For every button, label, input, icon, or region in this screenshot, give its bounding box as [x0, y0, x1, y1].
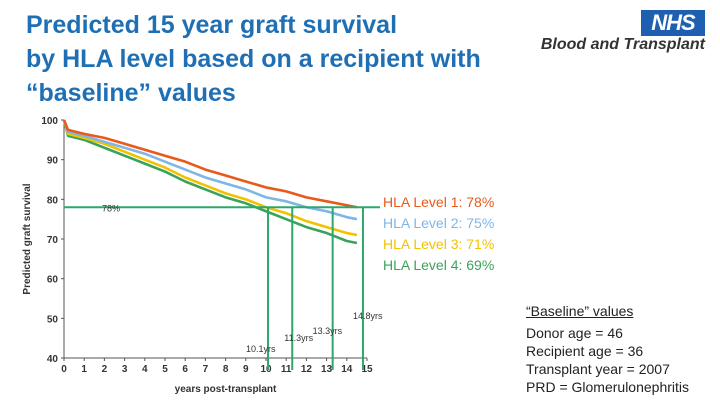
x-tick-label: 5 — [162, 364, 168, 375]
drop-line-label: 13.3yrs — [313, 326, 343, 336]
drop-line-label: 14.8yrs — [353, 311, 383, 321]
x-tick-label: 9 — [243, 364, 249, 375]
x-tick-label: 3 — [122, 364, 128, 375]
y-axis-label: Predicted graft survival — [22, 183, 33, 294]
x-tick-label: 4 — [142, 364, 148, 375]
x-axis-label: years post-transplant — [175, 384, 277, 395]
y-tick-label: 90 — [47, 156, 59, 167]
baseline-values-panel: “Baseline” values Donor age = 46 Recipie… — [526, 302, 689, 396]
legend-item-level-2: HLA Level 2: 75% — [383, 215, 495, 231]
title-line-2: by HLA level based on a recipient with — [26, 45, 481, 73]
x-tick-label: 6 — [182, 364, 188, 375]
x-tick-label: 1 — [81, 364, 87, 375]
nhs-brand-box: NHS — [641, 10, 705, 36]
x-tick-label: 13 — [321, 364, 333, 375]
y-tick-label: 40 — [47, 354, 59, 365]
y-tick-label: 70 — [47, 235, 59, 246]
chart-legend: HLA Level 1: 78% HLA Level 2: 75% HLA Le… — [383, 192, 494, 276]
x-tick-label: 12 — [301, 364, 313, 375]
drop-line-label: 11.3yrs — [284, 333, 313, 343]
y-tick-label: 100 — [41, 116, 58, 127]
reference-line-label: 78% — [102, 203, 120, 213]
x-tick-label: 15 — [361, 364, 373, 375]
y-tick-label: 60 — [47, 275, 59, 286]
nhs-tagline: Blood and Transplant — [540, 36, 705, 53]
x-tick-label: 10 — [260, 364, 272, 375]
x-tick-label: 8 — [223, 364, 229, 375]
baseline-item-transplant-year: Transplant year = 2007 — [526, 361, 670, 377]
x-tick-label: 2 — [102, 364, 108, 375]
y-tick-label: 50 — [47, 314, 59, 325]
x-tick-label: 14 — [341, 364, 353, 375]
legend-item-level-3: HLA Level 3: 71% — [383, 236, 495, 252]
baseline-item-recipient-age: Recipient age = 36 — [526, 343, 644, 359]
baseline-heading: “Baseline” values — [526, 303, 634, 319]
series-line-hla-level-4 — [62, 119, 358, 245]
nhs-logo: NHS Blood and Transplant — [490, 10, 705, 58]
slide-title: Predicted 15 year graft survival by HLA … — [26, 8, 546, 110]
x-tick-label: 7 — [203, 364, 209, 375]
title-line-3: “baseline” values — [26, 79, 236, 107]
drop-line-label: 10.1yrs — [246, 344, 276, 354]
legend-item-level-1: HLA Level 1: 78% — [383, 194, 495, 210]
legend-item-level-4: HLA Level 4: 69% — [383, 257, 495, 273]
x-tick-label: 0 — [61, 364, 67, 375]
series-line-hla-level-3 — [62, 119, 358, 237]
x-tick-label: 11 — [281, 364, 292, 375]
baseline-item-donor-age: Donor age = 46 — [526, 325, 623, 341]
y-tick-label: 80 — [47, 195, 59, 206]
series-line-hla-level-1 — [62, 119, 358, 209]
title-line-1: Predicted 15 year graft survival — [26, 11, 398, 39]
series-line-hla-level-2 — [62, 119, 358, 221]
baseline-item-prd: PRD = Glomerulonephritis — [526, 379, 690, 395]
